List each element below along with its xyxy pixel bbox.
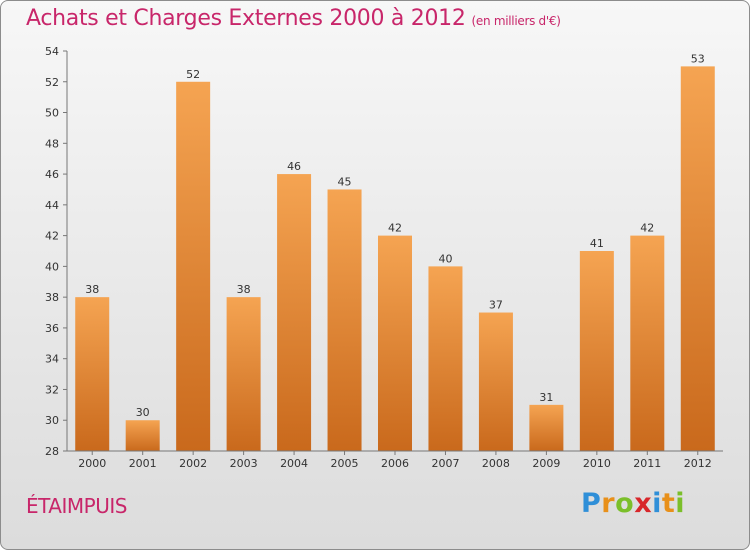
bar bbox=[680, 66, 715, 451]
x-tick-label: 2006 bbox=[381, 457, 409, 470]
x-axis: 2000 2001 2002 2003 2004 2005 2006 2007 2008 2009… bbox=[67, 450, 723, 470]
y-tick-label: 30 bbox=[45, 414, 59, 427]
logo-letter: i bbox=[675, 488, 686, 519]
bar-value-label: 45 bbox=[338, 175, 352, 188]
bar bbox=[277, 174, 312, 452]
logo-letter: x bbox=[634, 488, 653, 519]
y-tick-label: 40 bbox=[45, 260, 59, 273]
y-tick-label: 38 bbox=[45, 291, 59, 304]
x-tick-label: 2005 bbox=[331, 457, 359, 470]
bar-value-label: 52 bbox=[186, 68, 200, 81]
bar-value-label: 31 bbox=[539, 391, 553, 404]
y-axis: 28 30 32 34 36 38 40 42 44 46 48 50 52 54 bbox=[45, 45, 68, 458]
y-tick-label: 44 bbox=[45, 199, 59, 212]
bar bbox=[75, 297, 110, 451]
y-tick-label: 52 bbox=[45, 76, 59, 89]
chart-title: Achats et Charges Externes 2000 à 2012 (e… bbox=[26, 6, 561, 31]
x-tick-label: 2001 bbox=[129, 457, 157, 470]
x-tick-label: 2002 bbox=[179, 457, 207, 470]
title-unit: (en milliers d'€) bbox=[471, 14, 561, 28]
bar-value-label: 42 bbox=[640, 222, 654, 235]
bar bbox=[378, 235, 412, 451]
x-tick-label: 2003 bbox=[230, 457, 258, 470]
y-tick-label: 32 bbox=[45, 383, 59, 396]
y-tick-label: 54 bbox=[45, 45, 59, 58]
bar-value-label: 38 bbox=[85, 283, 99, 296]
y-tick-label: 36 bbox=[45, 322, 59, 335]
bar-value-label: 41 bbox=[590, 237, 604, 250]
x-tick-label: 2011 bbox=[633, 457, 661, 470]
bar bbox=[226, 297, 261, 451]
y-tick-label: 46 bbox=[45, 168, 59, 181]
bar-value-label: 46 bbox=[287, 160, 301, 173]
x-tick-label: 2010 bbox=[583, 457, 611, 470]
bar bbox=[428, 266, 463, 451]
logo-letter: t bbox=[661, 488, 676, 519]
bar-value-label: 40 bbox=[438, 252, 452, 265]
bar-value-label: 37 bbox=[489, 299, 503, 312]
bar bbox=[176, 81, 211, 452]
x-tick-label: 2004 bbox=[280, 457, 308, 470]
x-tick-label: 2000 bbox=[78, 457, 106, 470]
y-tick-label: 28 bbox=[45, 445, 59, 458]
logo-letter: i bbox=[652, 488, 662, 519]
bar-value-label: 30 bbox=[136, 406, 150, 419]
logo-letter: o bbox=[615, 488, 635, 519]
bar-value-label: 38 bbox=[237, 283, 251, 296]
proxiti-logo: Proxiti bbox=[581, 488, 685, 519]
bar bbox=[478, 312, 513, 451]
x-tick-label: 2008 bbox=[482, 457, 510, 470]
title-text: Achats et Charges Externes 2000 à 2012 bbox=[26, 6, 466, 31]
logo-letter: r bbox=[601, 488, 616, 519]
y-tick-label: 48 bbox=[45, 137, 59, 150]
x-tick-label: 2007 bbox=[431, 457, 459, 470]
y-tick-label: 34 bbox=[45, 353, 59, 366]
logo-letter: P bbox=[581, 488, 602, 519]
bar-series: 38 30 52 38 46 45 42 40 37 31 41 42 53 bbox=[75, 52, 715, 452]
y-tick-label: 50 bbox=[45, 107, 59, 120]
bar bbox=[125, 420, 160, 451]
bar bbox=[327, 189, 362, 451]
y-tick-label: 42 bbox=[45, 230, 59, 243]
commune-name: ÉTAIMPUIS bbox=[26, 494, 127, 518]
x-tick-label: 2012 bbox=[684, 457, 712, 470]
bar bbox=[529, 404, 564, 451]
bar bbox=[630, 235, 665, 451]
bar bbox=[579, 251, 614, 451]
bar-value-label: 42 bbox=[388, 222, 402, 235]
bar-value-label: 53 bbox=[691, 52, 705, 65]
x-tick-label: 2009 bbox=[532, 457, 560, 470]
